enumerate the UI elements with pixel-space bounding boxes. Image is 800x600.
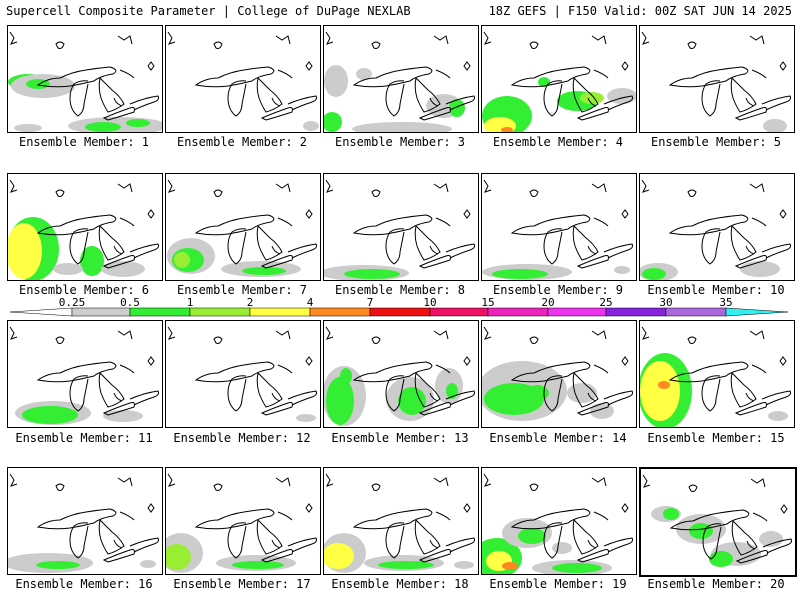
ensemble-map-panel <box>639 173 795 281</box>
ensemble-map-panel <box>7 467 163 575</box>
ensemble-member-label: Ensemble Member: 16 <box>15 577 153 591</box>
legend-tick-label: 2 <box>246 296 254 309</box>
ensemble-member-label: Ensemble Member: 19 <box>489 577 627 591</box>
ensemble-map-panel <box>481 173 637 281</box>
ensemble-map-panel <box>323 320 479 428</box>
ensemble-map-panel <box>323 25 479 133</box>
legend-tick-label: 30 <box>659 296 673 309</box>
legend-tick-label: 0.25 <box>58 296 86 309</box>
map-icon <box>642 474 792 567</box>
map-icon <box>166 473 317 573</box>
ensemble-map-panel <box>7 173 163 281</box>
ensemble-map-panel <box>165 25 321 133</box>
legend-tick-label: 20 <box>541 296 555 309</box>
map-icon <box>482 31 636 132</box>
map-icon <box>640 179 791 280</box>
ensemble-map-panel <box>481 467 637 575</box>
map-icon <box>640 326 791 427</box>
ensemble-map-panel <box>481 320 637 428</box>
legend-tick-label: 1 <box>186 296 194 309</box>
map-icon <box>9 326 159 425</box>
run-valid-info: 18Z GEFS | F150 Valid: 00Z SAT JUN 14 20… <box>488 4 792 18</box>
legend-tick-label: 0.5 <box>120 296 140 309</box>
ensemble-map-panel <box>639 320 795 428</box>
ensemble-map-panel <box>165 320 321 428</box>
ensemble-map-panel <box>639 467 797 577</box>
map-icon <box>641 31 791 132</box>
map-icon <box>167 179 317 277</box>
ensemble-member-label: Ensemble Member: 1 <box>18 135 150 149</box>
ensemble-member-label: Ensemble Member: 12 <box>173 431 311 445</box>
ensemble-member-label: Ensemble Member: 7 <box>176 283 308 297</box>
legend-tick-label: 10 <box>423 296 437 309</box>
map-icon <box>8 473 159 573</box>
map-icon <box>324 473 475 573</box>
legend-tick-label: 15 <box>481 296 495 309</box>
map-icon <box>167 31 319 131</box>
ensemble-member-label: Ensemble Member: 18 <box>331 577 469 591</box>
ensemble-map-panel <box>165 467 321 575</box>
ensemble-map-panel <box>639 25 795 133</box>
page-title: Supercell Composite Parameter | College … <box>6 4 411 18</box>
map-icon <box>324 31 475 132</box>
ensemble-map-panel <box>481 25 637 133</box>
map-icon <box>482 326 633 421</box>
ensemble-member-label: Ensemble Member: 13 <box>331 431 469 445</box>
ensemble-member-label: Ensemble Member: 20 <box>647 577 785 591</box>
map-icon <box>8 179 159 280</box>
ensemble-member-label: Ensemble Member: 10 <box>647 283 785 297</box>
map-icon <box>482 473 633 574</box>
ensemble-member-label: Ensemble Member: 9 <box>492 283 624 297</box>
legend-tick-label: 4 <box>306 296 314 309</box>
ensemble-member-label: Ensemble Member: 3 <box>334 135 466 149</box>
ensemble-map-panel <box>165 173 321 281</box>
ensemble-member-label: Ensemble Member: 2 <box>176 135 308 149</box>
legend-tick-label: 7 <box>366 296 374 309</box>
color-legend-bar <box>10 307 789 317</box>
map-icon <box>324 326 475 426</box>
ensemble-member-label: Ensemble Member: 11 <box>15 431 153 445</box>
ensemble-member-label: Ensemble Member: 6 <box>18 283 150 297</box>
ensemble-member-label: Ensemble Member: 17 <box>173 577 311 591</box>
ensemble-member-label: Ensemble Member: 8 <box>334 283 466 297</box>
ensemble-member-label: Ensemble Member: 4 <box>492 135 624 149</box>
map-icon <box>8 31 162 132</box>
ensemble-map-panel <box>7 320 163 428</box>
ensemble-member-label: Ensemble Member: 15 <box>647 431 785 445</box>
ensemble-map-panel <box>323 467 479 575</box>
ensemble-member-label: Ensemble Member: 5 <box>650 135 782 149</box>
ensemble-map-panel <box>323 173 479 281</box>
map-icon <box>482 179 633 280</box>
map-icon <box>324 179 475 280</box>
legend-tick-label: 35 <box>719 296 733 309</box>
map-icon <box>167 326 317 422</box>
legend-tick-label: 25 <box>599 296 613 309</box>
ensemble-member-label: Ensemble Member: 14 <box>489 431 627 445</box>
ensemble-map-panel <box>7 25 163 133</box>
